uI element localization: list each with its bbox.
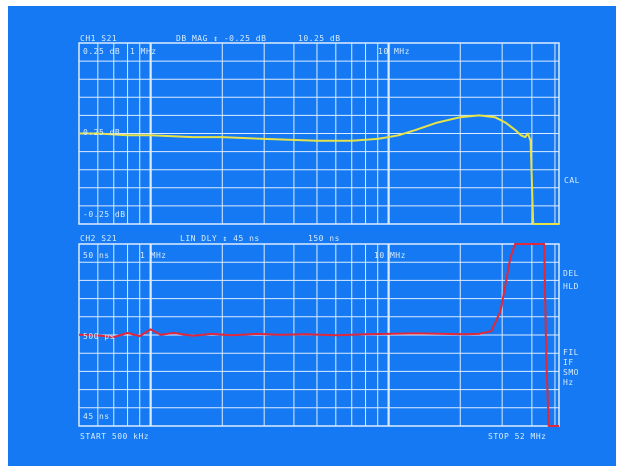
- ch2-ylabel-mid: 500 ps: [83, 332, 115, 341]
- ch2-ylabel-top: 50 ns: [83, 251, 110, 260]
- ch2-status-del: DEL: [563, 269, 579, 278]
- ch1-label: CH1 S21: [80, 34, 118, 43]
- start-frequency: START 500 kHz: [80, 432, 150, 441]
- ch2-label: CH2 S21: [80, 234, 118, 243]
- ch1-mode: DB MAG ↕ -0.25 dB: [176, 34, 267, 43]
- ch1-marker-1mhz: 1 MHz: [130, 47, 157, 56]
- ch2-ylabel-bottom: 45 ns: [83, 412, 110, 421]
- ch1-ylabel-mid: 0.25 dB: [83, 128, 121, 137]
- ch1-ref: 10.25 dB: [298, 34, 341, 43]
- ch2-status-if: IF: [563, 358, 574, 367]
- plot-canvas: [78, 42, 560, 427]
- ch2-marker-1mhz: 1 MHz: [140, 251, 167, 260]
- ch2-mode: LIN DLY ↕ 45 ns: [180, 234, 260, 243]
- ch2-trace: [78, 243, 559, 427]
- ch2-status-fil: FIL: [563, 348, 579, 357]
- ch2-status-smo: SMO: [563, 368, 579, 377]
- stop-frequency: STOP 52 MHz: [488, 432, 547, 441]
- ch2-marker-10mhz: 10 MHz: [374, 251, 406, 260]
- ch1-ylabel-bottom: -0.25 dB: [83, 210, 126, 219]
- analyzer-screen: CH1 S21 DB MAG ↕ -0.25 dB 10.25 dB CH2 S…: [8, 6, 616, 466]
- ch1-trace: [79, 114, 559, 225]
- ch2-status-hz: Hz: [563, 378, 574, 387]
- ch1-marker-10mhz: 10 MHz: [378, 47, 410, 56]
- ch2-status-hld: HLD: [563, 282, 579, 291]
- ch1-ylabel-top: 0.25 dB: [83, 47, 121, 56]
- ch1-status-cal: CAL: [564, 176, 580, 185]
- ch2-ref: 150 ns: [308, 234, 340, 243]
